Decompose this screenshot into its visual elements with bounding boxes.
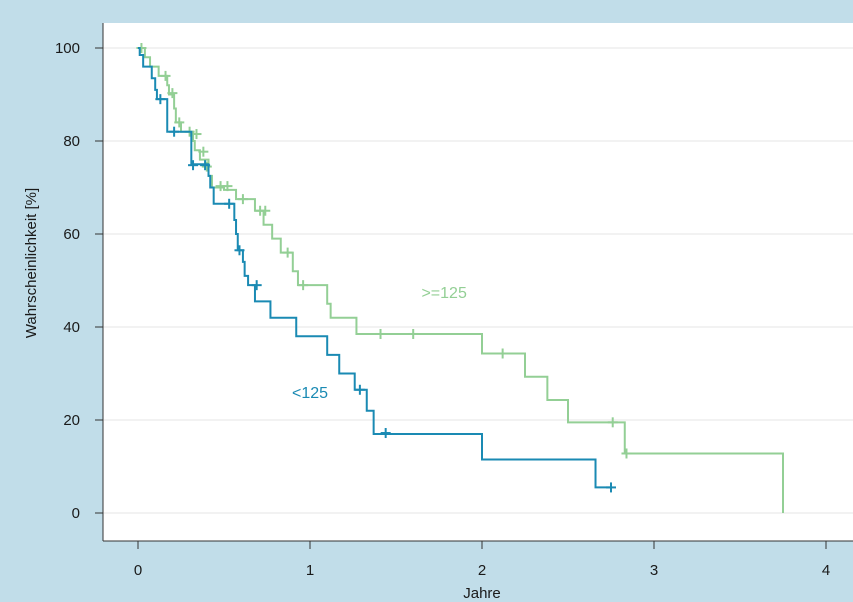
plot-area: [103, 23, 853, 541]
y-tick-label: 80: [63, 133, 80, 150]
censor-mark: [155, 94, 166, 105]
axes: [102, 23, 853, 542]
series-label: <125: [292, 385, 328, 402]
y-tick-label: 0: [72, 505, 80, 522]
censor-mark: [497, 348, 508, 359]
y-tick-label: 60: [63, 226, 80, 243]
censor-mark: [160, 70, 171, 81]
series-group: [136, 43, 784, 513]
censor-mark: [408, 328, 419, 339]
censor-mark: [188, 160, 199, 171]
censor-mark: [191, 129, 202, 140]
censor-mark: [282, 247, 293, 258]
y-tick-label: 20: [63, 412, 80, 429]
y-tick-label: 100: [55, 40, 80, 57]
censor-mark: [260, 205, 271, 216]
censor-mark: [201, 161, 212, 172]
x-tick-label: 0: [134, 562, 142, 579]
censor-mark: [169, 126, 180, 137]
series-annotations: >=125 <125: [292, 285, 467, 402]
censor-mark: [251, 280, 262, 291]
censor-mark: [200, 160, 211, 171]
x-tick-label: 1: [306, 562, 314, 579]
censor-mark: [621, 448, 632, 459]
censor-mark: [224, 198, 235, 209]
censor-mark: [234, 245, 245, 256]
series-line-ge125: [138, 47, 784, 513]
censor-mark: [606, 482, 616, 493]
censor-mark: [174, 117, 185, 128]
censor-mark: [607, 417, 618, 428]
censor-mark: [298, 280, 309, 291]
censor-mark: [167, 88, 178, 99]
tick-labels: 0 20 40 60 80 100 0 1 2 3 4: [55, 40, 830, 579]
y-axis-label: Wahrscheinlichkeit [%]: [23, 188, 40, 338]
censor-mark: [222, 181, 233, 192]
x-tick-label: 2: [478, 562, 486, 579]
censor-mark: [375, 328, 386, 339]
x-axis-label: Jahre: [463, 585, 501, 602]
gridlines: [103, 47, 853, 514]
series-label: >=125: [421, 285, 466, 302]
censor-mark: [354, 384, 365, 395]
censor-mark: [380, 428, 391, 439]
series-line-lt125: [138, 47, 611, 489]
x-tick-label: 4: [822, 562, 830, 579]
x-tick-label: 3: [650, 562, 658, 579]
censor-mark: [198, 146, 209, 157]
y-tick-label: 40: [63, 319, 80, 336]
censor-mark: [237, 194, 248, 205]
